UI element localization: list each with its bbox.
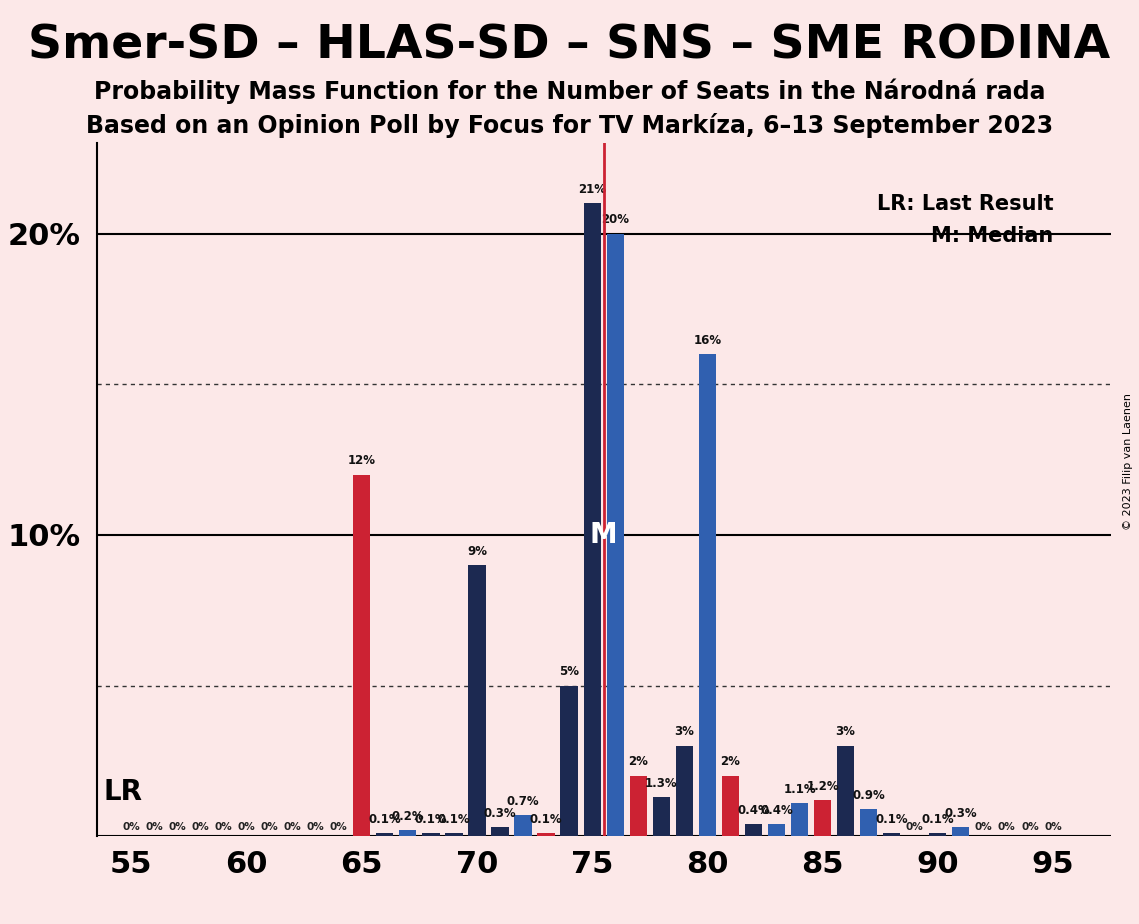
Text: 16%: 16%	[694, 334, 721, 346]
Text: 0.3%: 0.3%	[484, 807, 516, 820]
Bar	[722, 776, 739, 836]
Bar	[468, 565, 485, 836]
Bar	[952, 827, 969, 836]
Bar	[929, 833, 947, 836]
Text: Smer-SD – HLAS-SD – SNS – SME RODINA: Smer-SD – HLAS-SD – SNS – SME RODINA	[28, 23, 1111, 68]
Bar	[376, 833, 393, 836]
Text: 0%: 0%	[169, 821, 187, 832]
Bar	[630, 776, 647, 836]
Text: 0.1%: 0.1%	[415, 813, 448, 826]
Bar	[560, 686, 577, 836]
Text: 2%: 2%	[721, 756, 740, 769]
Text: © 2023 Filip van Laenen: © 2023 Filip van Laenen	[1123, 394, 1133, 530]
Text: 0.7%: 0.7%	[507, 795, 540, 808]
Text: 0%: 0%	[330, 821, 347, 832]
Text: 2%: 2%	[629, 756, 648, 769]
Text: 20%: 20%	[601, 213, 629, 226]
Text: 0%: 0%	[1021, 821, 1039, 832]
Text: 0.1%: 0.1%	[921, 813, 954, 826]
Text: 0.2%: 0.2%	[392, 809, 424, 822]
Text: 0.3%: 0.3%	[944, 807, 977, 820]
Bar	[538, 833, 555, 836]
Text: 0%: 0%	[191, 821, 210, 832]
Bar	[814, 800, 831, 836]
Text: Probability Mass Function for the Number of Seats in the Národná rada: Probability Mass Function for the Number…	[93, 79, 1046, 104]
Text: 0.9%: 0.9%	[852, 788, 885, 802]
Bar	[837, 746, 854, 836]
Text: 0.1%: 0.1%	[876, 813, 908, 826]
Text: 3%: 3%	[674, 725, 695, 738]
Text: 1.3%: 1.3%	[645, 776, 678, 789]
Text: 0%: 0%	[284, 821, 302, 832]
Bar	[768, 824, 785, 836]
Bar	[399, 830, 417, 836]
Bar	[515, 815, 532, 836]
Bar	[698, 354, 716, 836]
Text: 0%: 0%	[1044, 821, 1062, 832]
Text: 0.4%: 0.4%	[760, 804, 793, 817]
Text: 9%: 9%	[467, 544, 487, 557]
Text: 0.1%: 0.1%	[437, 813, 470, 826]
Text: LR: LR	[104, 778, 142, 806]
Text: 0%: 0%	[238, 821, 255, 832]
Bar	[883, 833, 900, 836]
Text: Based on an Opinion Poll by Focus for TV Markíza, 6–13 September 2023: Based on an Opinion Poll by Focus for TV…	[85, 113, 1054, 138]
Bar	[583, 203, 600, 836]
Text: 0%: 0%	[306, 821, 325, 832]
Text: 0%: 0%	[214, 821, 232, 832]
Bar	[423, 833, 440, 836]
Bar	[607, 234, 624, 836]
Text: LR: Last Result: LR: Last Result	[877, 194, 1054, 214]
Text: 0.4%: 0.4%	[737, 804, 770, 817]
Text: M: Median: M: Median	[932, 226, 1054, 247]
Text: 0%: 0%	[123, 821, 140, 832]
Bar	[491, 827, 509, 836]
Text: 0.1%: 0.1%	[530, 813, 563, 826]
Bar	[675, 746, 693, 836]
Bar	[790, 803, 809, 836]
Text: 3%: 3%	[836, 725, 855, 738]
Bar	[353, 475, 370, 836]
Text: M: M	[590, 521, 617, 549]
Bar	[745, 824, 762, 836]
Text: 12%: 12%	[347, 454, 376, 468]
Text: 0%: 0%	[146, 821, 163, 832]
Text: 5%: 5%	[559, 665, 579, 678]
Bar	[860, 809, 877, 836]
Text: 0%: 0%	[998, 821, 1016, 832]
Text: 0%: 0%	[975, 821, 993, 832]
Text: 1.2%: 1.2%	[806, 780, 838, 793]
Text: 0%: 0%	[261, 821, 278, 832]
Bar	[653, 797, 670, 836]
Text: 0.1%: 0.1%	[369, 813, 401, 826]
Text: 1.1%: 1.1%	[784, 783, 816, 796]
Text: 21%: 21%	[579, 183, 606, 196]
Bar	[445, 833, 462, 836]
Text: 0%: 0%	[906, 821, 924, 832]
